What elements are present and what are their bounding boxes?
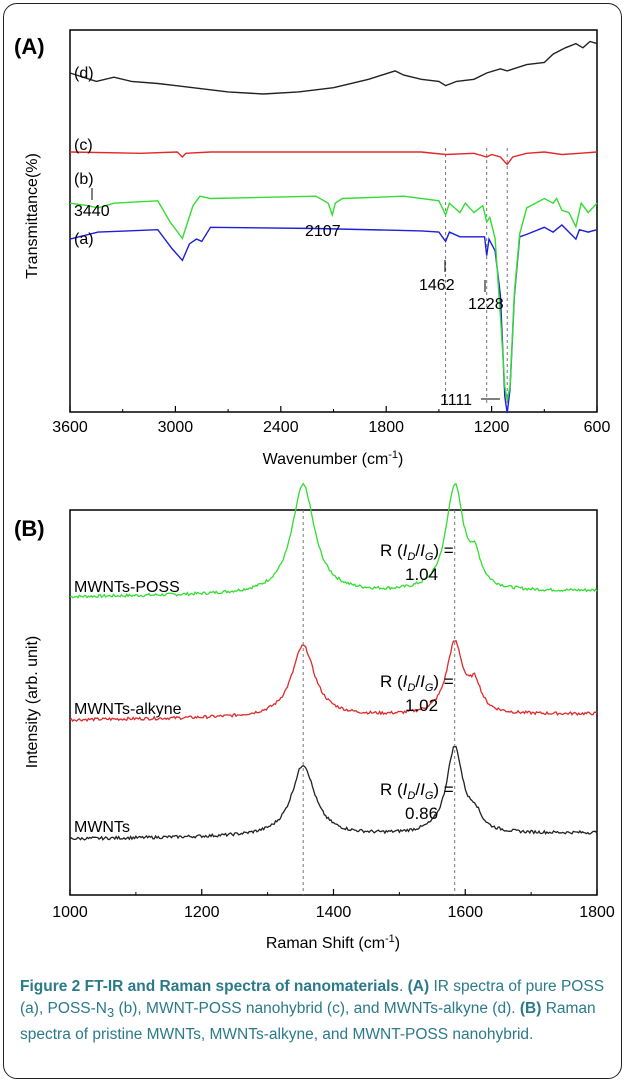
raman-ratio-label: R (ID/IG) = <box>380 541 454 563</box>
ir-x-tick-label: 1800 <box>368 419 404 436</box>
ir-series-label: (c) <box>74 137 93 154</box>
raman-series-line <box>69 745 598 841</box>
caption-title: FT-IR and Raman spectra of nanomaterials <box>84 978 399 995</box>
panel-a-label: (A) <box>14 34 45 59</box>
ir-series-line <box>69 40 598 95</box>
ir-x-tick-label: 3000 <box>158 419 194 436</box>
raman-series-label: MWNTs <box>74 819 130 836</box>
raman-spectrum-plot: 1000 1200 1400 1600 1800 MWNTs-POSS MWNTs-alky… <box>52 482 615 921</box>
figure-frame <box>3 3 622 1079</box>
caption-panel-a-text-1: IR spectra of pure POSS (a), POSS-N <box>20 978 605 1017</box>
raman-ratio-label: R (ID/IG) = <box>380 780 454 802</box>
caption-panel-a-text-2: (b), MWNT-POSS nanohybrid (c), and MWNTs… <box>114 1000 516 1017</box>
raman-ratio-label: R (ID/IG) = <box>380 672 454 694</box>
ir-x-tick-label: 2400 <box>263 419 299 436</box>
raman-x-tick-label: 1800 <box>579 904 615 921</box>
ir-series-label: (a) <box>74 231 94 248</box>
raman-series-line <box>69 482 598 599</box>
ir-series-line <box>69 151 598 166</box>
caption-panel-b-label: (B) <box>519 1000 542 1017</box>
ir-annotation-1111: 1111 <box>440 392 472 409</box>
raman-series-line <box>69 639 598 723</box>
ir-annotation-1462: 1462 <box>419 277 455 294</box>
raman-ratio-value: 0.86 <box>405 804 438 823</box>
ir-x-axis-title: Wavenumber (cm-1) <box>263 449 404 468</box>
raman-x-tick-label: 1400 <box>316 904 352 921</box>
figure-canvas: (A) 3600 3000 2400 1800 1200 600(a)(b)(c)(d)3… <box>14 29 615 952</box>
ir-x-tick-label: 3600 <box>52 419 88 436</box>
ir-series-line <box>69 224 598 414</box>
figure-caption: Figure 2 FT-IR and Raman spectra of nano… <box>20 978 605 1044</box>
caption-panel-a-sub: 3 <box>106 1005 115 1021</box>
ir-x-tick-label: 1200 <box>474 419 510 436</box>
caption-panel-b-text: Raman spectra of pristine MWNTs, MWNTs-a… <box>20 1000 596 1044</box>
ir-series-line <box>69 195 598 401</box>
ir-series-label: (b) <box>74 171 94 188</box>
raman-y-axis-title: Intensity (arb. unit) <box>24 636 41 769</box>
raman-x-tick-label: 1200 <box>184 904 220 921</box>
ir-annotation-3440: 3440 <box>74 203 110 220</box>
caption-figure-label: Figure 2 <box>20 978 81 995</box>
raman-series-label: MWNTs-alkyne <box>74 701 182 718</box>
ir-y-axis-title: Transmittance(%) <box>24 153 41 279</box>
raman-ratio-value: 1.04 <box>405 565 438 584</box>
raman-ratio-value: 1.02 <box>405 696 438 715</box>
caption-panel-a-label: (A) <box>407 978 430 995</box>
ir-annotation-2107: 2107 <box>305 223 341 240</box>
raman-x-tick-label: 1600 <box>447 904 483 921</box>
ir-series-label: (d) <box>74 65 94 82</box>
raman-x-axis-title: Raman Shift (cm-1) <box>266 933 400 952</box>
panel-b-label: (B) <box>14 516 45 541</box>
ir-spectrum-plot: 3600 3000 2400 1800 1200 600 (a) (b) (c) (d) 3440 2… <box>52 29 611 436</box>
ir-x-tick-label: 600 <box>584 419 611 436</box>
raman-series-label: MWNTs-POSS <box>74 579 180 596</box>
ir-annotation-1228: 1228 <box>468 296 504 313</box>
raman-x-tick-label: 1000 <box>52 904 88 921</box>
